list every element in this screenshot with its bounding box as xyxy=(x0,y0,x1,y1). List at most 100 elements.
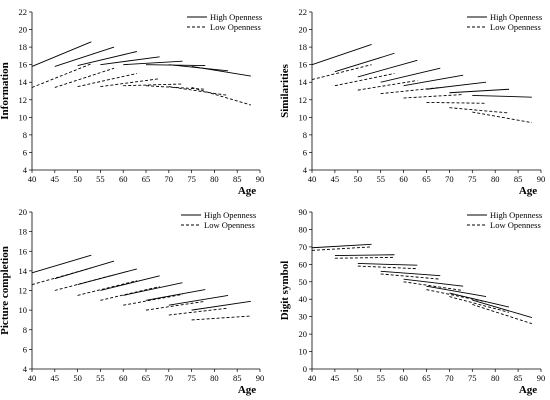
chart-2-x-tick-label: 85 xyxy=(514,174,523,184)
chart-2-x-tick-label: 55 xyxy=(376,174,385,184)
chart-2-x-tick-label: 60 xyxy=(399,174,408,184)
chart-3-y-tick-label: 20 xyxy=(19,207,28,217)
chart-1-high-openness-segment xyxy=(123,60,183,66)
chart-4-x-tick-label: 75 xyxy=(468,373,477,383)
chart-2-y-tick-label: 12 xyxy=(299,95,308,105)
chart-4-high-openness-segment xyxy=(449,292,510,308)
chart-3-x-axis-title: Age xyxy=(238,384,256,396)
chart-3-series-high-openness xyxy=(31,254,251,311)
chart-2-x-axis-title: Age xyxy=(519,185,537,197)
chart-3-y-axis-title: Picture completion xyxy=(0,246,11,335)
chart-2-high-openness-segment xyxy=(380,67,441,83)
chart-1-y-tick-label: 22 xyxy=(19,7,28,17)
chart-4-y-tick-label: 0 xyxy=(303,364,307,374)
chart-3-high-openness-segment xyxy=(77,268,137,286)
chart-4-low-openness-segment xyxy=(334,256,395,259)
chart-1-y-tick-label: 6 xyxy=(23,147,27,157)
chart-4-y-tick-label: 80 xyxy=(299,224,308,234)
chart-1-x-tick-label: 60 xyxy=(119,174,128,184)
chart-2-y-tick-label: 18 xyxy=(299,42,308,52)
chart-3-y-tick-label: 16 xyxy=(19,246,28,256)
chart-3-legend-label-high-openness: High Openness xyxy=(204,210,256,220)
chart-3-high-openness-segment xyxy=(191,300,251,311)
chart-1-high-openness-segment xyxy=(31,41,92,67)
chart-4-legend-label-low-openness: Low Openness xyxy=(490,220,541,230)
chart-4-low-openness-segment xyxy=(426,289,487,303)
chart-4-low-openness-segment xyxy=(472,304,532,325)
chart-2-x-tick-label: 70 xyxy=(445,174,454,184)
chart-4-y-tick-label: 20 xyxy=(299,329,308,339)
chart-1-high-openness-segment xyxy=(77,51,137,66)
chart-1-legend-label-low-openness: Low Openness xyxy=(210,22,261,32)
chart-2-y-tick-label: 14 xyxy=(299,77,308,87)
chart-4-y-tick-label: 50 xyxy=(299,277,308,287)
chart-1-x-tick-label: 85 xyxy=(233,174,242,184)
chart-4-high-openness-segment xyxy=(311,243,372,249)
chart-4-low-openness-segment xyxy=(357,265,418,270)
chart-4-high-openness-segment xyxy=(403,278,464,287)
chart-4-y-tick-label: 70 xyxy=(299,242,308,252)
chart-3-x-tick-label: 50 xyxy=(73,373,82,383)
chart-1-low-openness-segment xyxy=(54,67,115,88)
chart-3-picture-completion: 4 6 8 10 12 14 16 18 20 40 45 50 55 60 65 70 75 80 85 90Age… xyxy=(0,207,264,396)
chart-1-y-tick-label: 8 xyxy=(23,130,27,140)
chart-3-high-openness-segment xyxy=(100,275,160,291)
chart-3-y-tick-label: 14 xyxy=(19,266,28,276)
chart-3-low-openness-segment xyxy=(145,300,206,311)
chart-2-series-low-openness xyxy=(311,64,532,124)
chart-1-high-openness-segment xyxy=(54,46,115,67)
chart-4-y-axis-title: Digit symbol xyxy=(279,261,291,321)
chart-1-y-tick-label: 14 xyxy=(19,77,28,87)
chart-1-series-high-openness xyxy=(31,41,251,77)
chart-3-x-tick-label: 85 xyxy=(233,373,242,383)
chart-1-y-tick-label: 4 xyxy=(23,165,28,175)
chart-3-high-openness-segment xyxy=(54,260,115,280)
chart-3-y-tick-label: 18 xyxy=(19,227,28,237)
chart-2-high-openness-segment xyxy=(449,88,509,94)
chart-3-y-tick-label: 4 xyxy=(23,364,28,374)
chart-2-low-openness-segment xyxy=(472,111,532,124)
chart-3-low-openness-segment xyxy=(54,274,115,291)
chart-1-x-tick-label: 40 xyxy=(28,174,37,184)
chart-2-high-openness-segment xyxy=(472,94,532,98)
chart-3-x-tick-label: 55 xyxy=(96,373,105,383)
chart-2-x-tick-label: 45 xyxy=(331,174,340,184)
chart-2-low-openness-segment xyxy=(426,101,487,104)
chart-4-high-openness-segment xyxy=(426,285,487,298)
chart-3-series-low-openness xyxy=(31,267,251,321)
chart-1-y-tick-label: 20 xyxy=(19,25,28,35)
chart-3-y-tick-label: 10 xyxy=(19,305,28,315)
chart-4-x-axis-title: Age xyxy=(519,384,537,396)
chart-1-high-openness-segment xyxy=(100,56,160,66)
chart-1-x-tick-label: 65 xyxy=(142,174,151,184)
chart-4-x-tick-label: 70 xyxy=(445,373,454,383)
chart-2-y-tick-label: 22 xyxy=(299,7,308,17)
chart-4-digit-symbol: 0 10 20 30 40 50 60 70 80 90 40 45 50 55 60 65 70 75 80 85 9… xyxy=(279,207,545,396)
chart-2-y-tick-label: 8 xyxy=(303,130,307,140)
chart-2-low-openness-segment xyxy=(380,87,441,95)
chart-2-x-tick-label: 50 xyxy=(354,174,363,184)
chart-4-low-openness-segment xyxy=(403,281,464,291)
chart-3-x-tick-label: 40 xyxy=(28,373,37,383)
chart-1-x-tick-label: 55 xyxy=(96,174,105,184)
chart-1-low-openness-segment xyxy=(123,83,183,87)
chart-4-y-tick-label: 90 xyxy=(299,207,308,217)
chart-2-x-tick-label: 40 xyxy=(308,174,317,184)
chart-1-low-openness-segment xyxy=(191,87,252,106)
chart-1-x-tick-label: 90 xyxy=(256,174,265,184)
chart-2-high-openness-segment xyxy=(334,52,395,73)
chart-2-low-openness-segment xyxy=(357,80,418,91)
chart-2-y-tick-label: 16 xyxy=(299,60,308,70)
chart-3-y-tick-label: 8 xyxy=(23,325,27,335)
chart-2-x-tick-label: 75 xyxy=(468,174,477,184)
chart-3-high-openness-segment xyxy=(168,294,229,306)
chart-4-x-tick-label: 40 xyxy=(308,373,317,383)
chart-2-y-axis-title: Similarities xyxy=(279,63,291,117)
chart-3-x-tick-label: 45 xyxy=(51,373,60,383)
chart-3-x-tick-label: 70 xyxy=(165,373,174,383)
chart-1-x-tick-label: 80 xyxy=(210,174,219,184)
chart-4-x-tick-label: 85 xyxy=(514,373,523,383)
